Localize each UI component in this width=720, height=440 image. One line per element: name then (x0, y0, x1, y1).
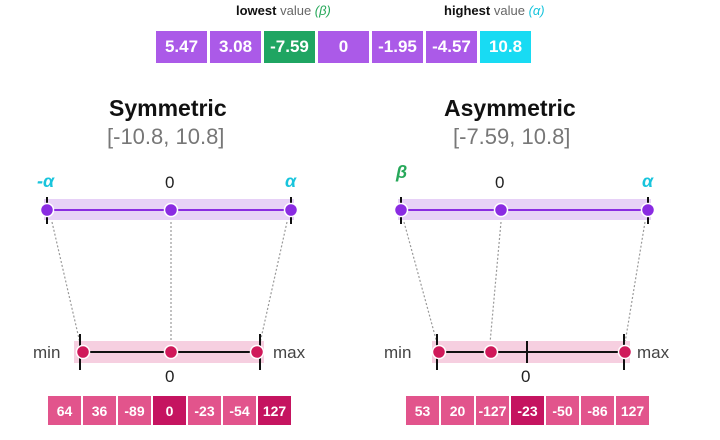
symmetric-range: [-10.8, 10.8] (107, 124, 225, 149)
int-zero-label: 0 (521, 367, 531, 386)
neg-alpha-label: -α (37, 171, 55, 191)
output-value-cell: -127 (476, 396, 509, 425)
asymmetric-output-row: 53 20 -127 -23 -50 -86 127 (406, 396, 649, 425)
zero-point-mapped (483, 344, 499, 360)
symmetric-title: Symmetric (109, 95, 227, 121)
output-value-cell: -89 (118, 396, 151, 425)
max-point (617, 344, 633, 360)
input-value-cell: 3.08 (210, 31, 261, 63)
output-value-cell: 53 (406, 396, 439, 425)
asymmetric-title: Asymmetric (444, 95, 576, 121)
input-value-cell-lowest: -7.59 (264, 31, 315, 63)
input-value-cell: -1.95 (372, 31, 423, 63)
output-value-cell-zero: -23 (511, 396, 544, 425)
asymmetric-range: [-7.59, 10.8] (453, 124, 571, 149)
min-point (431, 344, 447, 360)
max-point (249, 344, 265, 360)
projection-line (403, 221, 438, 344)
symmetric-mapping (39, 197, 299, 370)
zero-point (493, 202, 509, 218)
float-zero-label: 0 (495, 173, 505, 192)
highest-value-annotation: highest value (α) (444, 3, 545, 18)
min-label: min (33, 343, 61, 362)
projection-line (51, 221, 81, 344)
output-value-cell: 20 (441, 396, 474, 425)
min-label: min (384, 343, 412, 362)
neg-alpha-point (39, 202, 55, 218)
float-zero-label: 0 (165, 173, 175, 192)
beta-point (393, 202, 409, 218)
beta-label: β (396, 162, 408, 182)
output-value-cell: 36 (83, 396, 116, 425)
int-zero-label: 0 (165, 367, 175, 386)
input-values-row: 5.47 3.08 -7.59 0 -1.95 -4.57 10.8 (156, 31, 531, 63)
output-value-cell: -86 (581, 396, 614, 425)
output-value-cell-zero: 0 (153, 396, 186, 425)
input-value-cell: 5.47 (156, 31, 207, 63)
alpha-point (283, 202, 299, 218)
asymmetric-mapping (393, 197, 656, 370)
output-value-cell: 64 (48, 396, 81, 425)
output-value-cell: -50 (546, 396, 579, 425)
output-value-cell: 127 (616, 396, 649, 425)
symmetric-output-row: 64 36 -89 0 -23 -54 127 (48, 396, 291, 425)
int-zero-point (163, 344, 179, 360)
projection-line (489, 221, 502, 344)
output-value-cell-max: 127 (258, 396, 291, 425)
lowest-value-annotation: lowest value (β) (236, 3, 331, 18)
input-value-cell-highest: 10.8 (480, 31, 531, 63)
output-value-cell: -54 (223, 396, 256, 425)
max-label: max (273, 343, 306, 362)
projection-line (259, 221, 288, 344)
input-value-cell: -4.57 (426, 31, 477, 63)
zero-point (163, 202, 179, 218)
output-value-cell: -23 (188, 396, 221, 425)
min-point (75, 344, 91, 360)
alpha-label: α (285, 171, 297, 191)
max-label: max (637, 343, 670, 362)
input-value-cell: 0 (318, 31, 369, 63)
projection-line (624, 221, 646, 344)
alpha-label: α (642, 171, 654, 191)
alpha-point (640, 202, 656, 218)
